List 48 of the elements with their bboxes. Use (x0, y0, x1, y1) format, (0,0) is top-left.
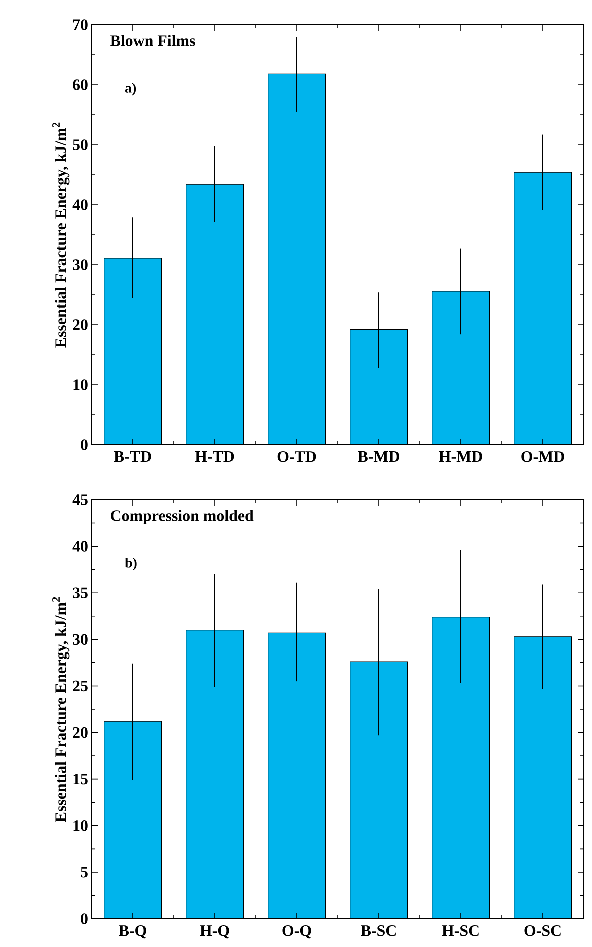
bar (268, 633, 326, 919)
y-tick-label: 25 (73, 680, 88, 692)
x-tick-label: B-MD (358, 452, 400, 462)
x-tick-label: O-SC (524, 926, 561, 936)
y-tick-label: 15 (74, 774, 88, 785)
x-tick-label: H-TD (195, 452, 234, 462)
x-tick-label: O-TD (278, 452, 316, 462)
y-tick-label: 70 (73, 20, 88, 30)
bar (104, 722, 162, 919)
chart-title: Blown Films (110, 35, 196, 46)
x-tick-label: H-MD (439, 452, 482, 462)
y-tick-label: 10 (74, 380, 88, 390)
y-tick-label: 5 (81, 867, 88, 878)
x-tick-label: H-SC (442, 926, 479, 936)
bar (186, 630, 244, 919)
x-tick-label: O-MD (522, 452, 564, 462)
x-tick-label: B-Q (119, 926, 146, 939)
bar (350, 662, 408, 919)
annotation: a) (125, 83, 136, 96)
y-tick-label: 20 (73, 320, 88, 330)
y-tick-label: 40 (72, 541, 88, 552)
bar (186, 184, 244, 445)
bar (432, 291, 490, 445)
bar (104, 258, 162, 445)
x-tick-label: B-TD (114, 452, 152, 462)
y-tick-label: 35 (73, 588, 88, 598)
y-tick-label: 45 (72, 494, 88, 506)
bar (350, 330, 408, 445)
x-tick-label: O-Q (282, 926, 312, 939)
y-tick-label: 10 (74, 820, 88, 832)
y-tick-label: 60 (73, 80, 88, 90)
y-axis-title: Essential Fracture Energy, kJ/m$^{2}$ (52, 597, 70, 822)
annotation: b) (125, 558, 137, 571)
bar (432, 617, 490, 919)
y-tick-label: 40 (72, 200, 88, 210)
y-tick-label: 0 (81, 914, 88, 924)
x-tick-label: B-SC (361, 926, 396, 936)
bar (268, 74, 326, 445)
y-tick-label: 50 (73, 140, 88, 150)
text: Compression molded (111, 510, 254, 525)
y-tick-label: 20 (73, 727, 88, 738)
y-tick-label: 30 (73, 634, 88, 646)
y-tick-label: 0 (81, 440, 88, 450)
bar (514, 172, 572, 445)
bar (514, 636, 572, 919)
y-axis-title: Essential Fracture Energy, kJ/m$^{2}$ (52, 122, 70, 348)
y-tick-label: 30 (73, 260, 88, 270)
x-tick-label: H-Q (200, 926, 230, 939)
